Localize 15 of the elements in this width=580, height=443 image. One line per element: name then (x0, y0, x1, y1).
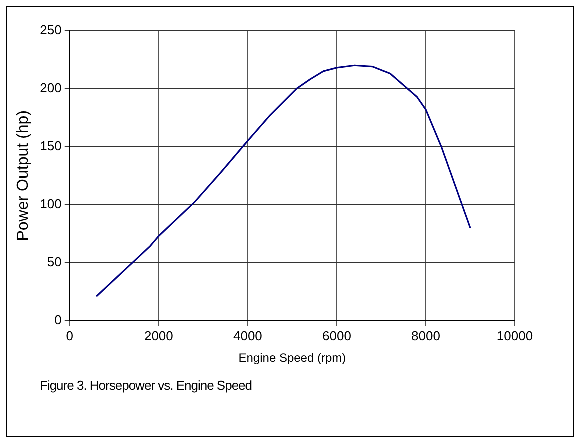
y-axis-title: Power Output (hp) (15, 110, 32, 242)
x-axis-title: Engine Speed (rpm) (238, 351, 346, 366)
y-tick-label: 50 (47, 254, 62, 270)
y-tick-label: 150 (40, 138, 62, 154)
caption: Figure 3. Horsepower vs. Engine Speed (40, 378, 252, 393)
y-tick-label: 200 (40, 80, 62, 96)
x-tick-label: 8000 (412, 328, 440, 344)
y-tick-label: 0 (54, 312, 62, 328)
x-tick-label: 10000 (496, 328, 534, 344)
y-tick-label: 100 (40, 196, 62, 212)
y-tick-label: 250 (40, 22, 62, 38)
x-tick-label: 4000 (233, 328, 262, 344)
x-tick-label: 6000 (322, 328, 352, 344)
x-tick-label: 0 (66, 328, 74, 344)
x-tick-label: 2000 (144, 328, 174, 344)
